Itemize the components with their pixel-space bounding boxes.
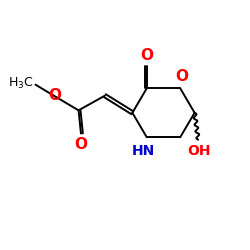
- Text: HN: HN: [132, 144, 155, 158]
- Text: OH: OH: [188, 144, 211, 158]
- Text: O: O: [48, 88, 61, 103]
- Text: O: O: [175, 69, 188, 84]
- Text: O: O: [140, 48, 153, 64]
- Text: H$_3$C: H$_3$C: [8, 76, 33, 91]
- Text: O: O: [74, 137, 88, 152]
